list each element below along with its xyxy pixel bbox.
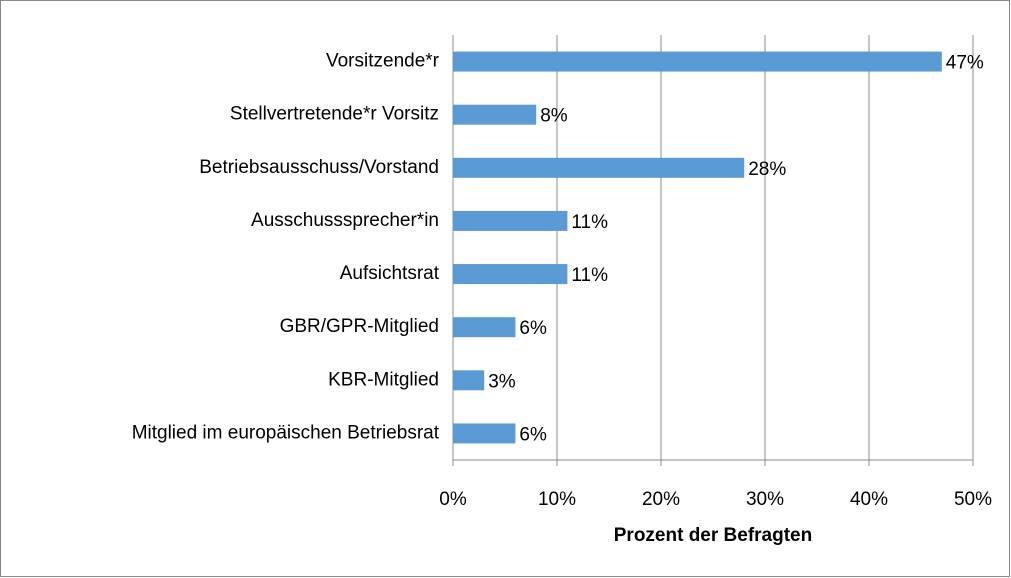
y-tick-label: Betriebsausschuss/Vorstand [199, 157, 439, 178]
y-tick-label: Mitglied im europäischen Betriebsrat [132, 422, 440, 443]
value-label: 6% [519, 424, 547, 445]
value-label: 8% [540, 106, 568, 127]
value-label: 47% [946, 53, 984, 74]
bar [453, 370, 485, 391]
x-axis-title: Prozent der Befragten [614, 525, 812, 546]
value-label: 11% [571, 212, 608, 233]
value-label: 3% [488, 371, 516, 392]
bar [453, 264, 568, 285]
x-tick-label: 30% [746, 489, 784, 510]
bar [453, 157, 745, 178]
y-tick-label: Aufsichtsrat [340, 263, 440, 284]
y-tick-label: Stellvertretende*r Vorsitz [230, 104, 439, 125]
x-tick-label: 0% [439, 489, 467, 510]
bar [453, 51, 942, 72]
x-tick-label: 20% [642, 489, 680, 510]
bar [453, 210, 568, 231]
x-tick-label: 50% [954, 489, 992, 510]
y-tick-label: Vorsitzende*r [326, 51, 440, 72]
y-tick-label: GBR/GPR-Mitglied [280, 316, 439, 337]
x-tick-label: 40% [850, 489, 888, 510]
y-tick-label: KBR-Mitglied [328, 369, 439, 390]
value-label: 11% [571, 265, 608, 286]
bar [453, 104, 537, 125]
bar [453, 317, 516, 338]
value-label: 6% [519, 318, 547, 339]
y-tick-label: Ausschusssprecher*in [251, 210, 439, 231]
x-tick-label: 10% [538, 489, 576, 510]
bar [453, 423, 516, 444]
value-label: 28% [748, 159, 786, 180]
